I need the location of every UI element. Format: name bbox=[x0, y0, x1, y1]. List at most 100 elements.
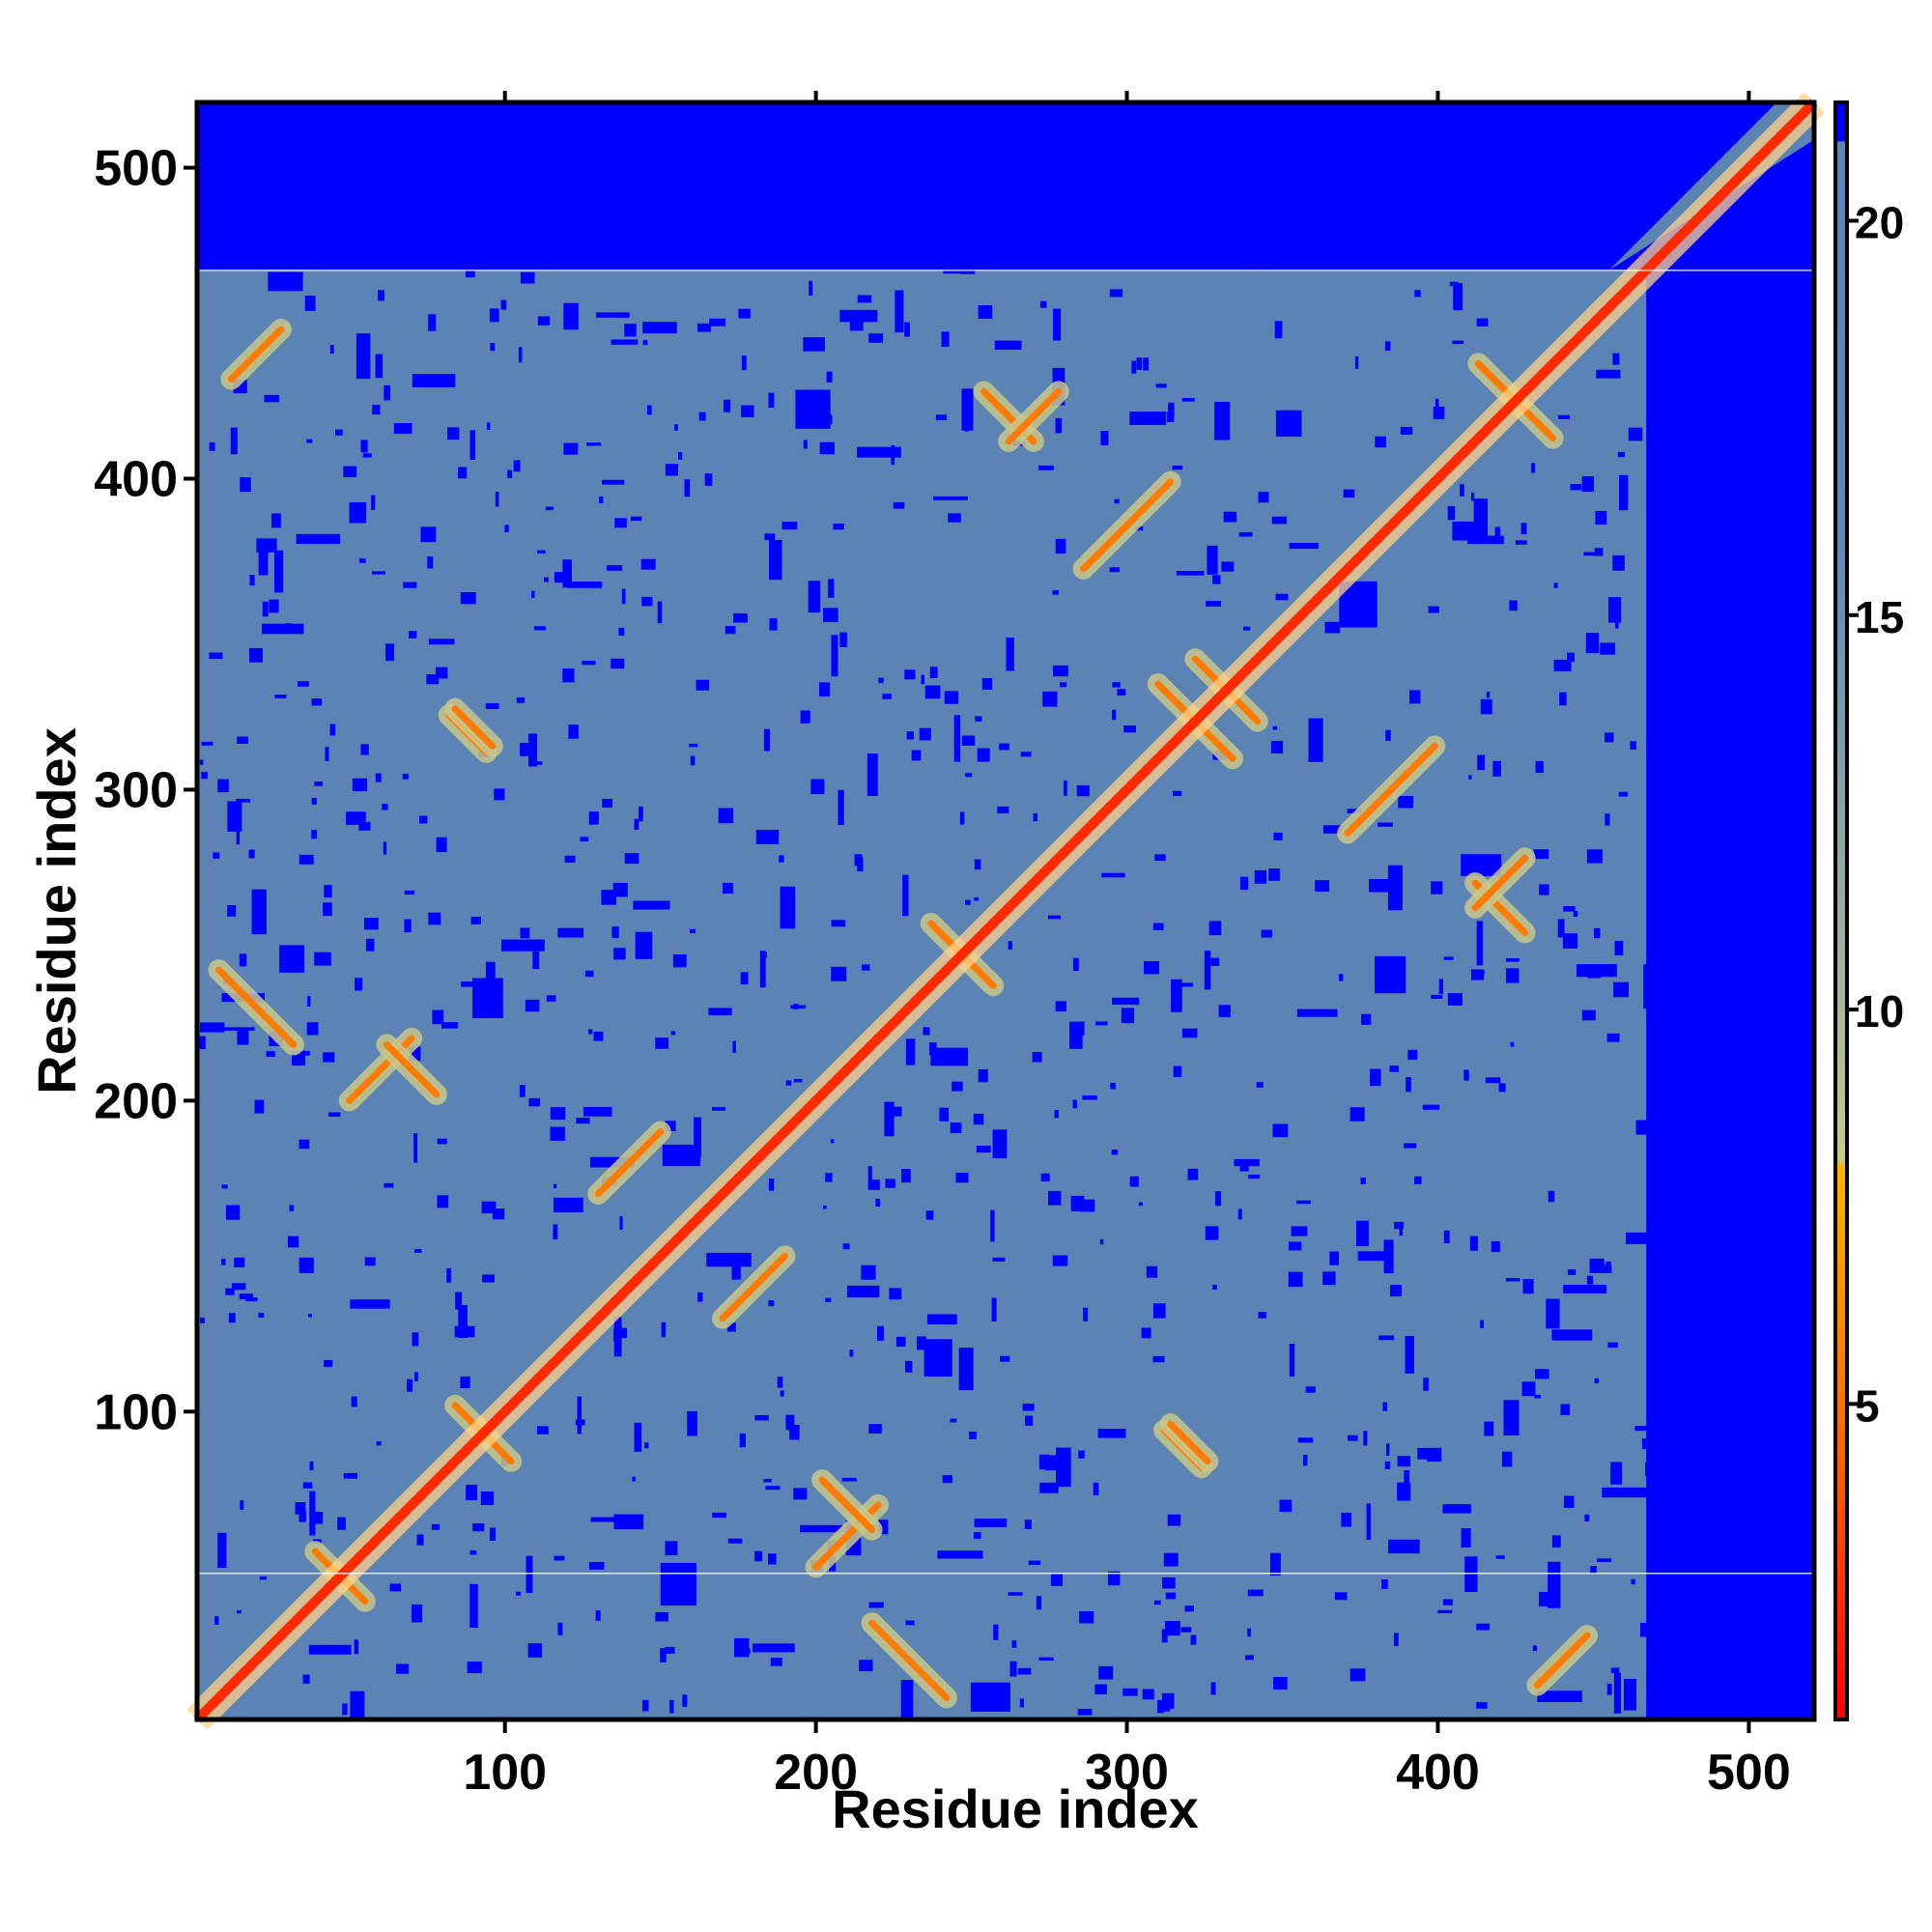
heatmap-cell bbox=[298, 854, 314, 865]
heatmap-cell bbox=[324, 1359, 333, 1368]
heatmap-cell bbox=[831, 1139, 835, 1144]
heatmap-cell bbox=[1394, 1221, 1404, 1230]
heatmap-cell bbox=[371, 495, 376, 510]
heatmap-cell bbox=[722, 882, 733, 895]
heatmap-cell bbox=[1612, 554, 1625, 571]
y-axis-ticks: 100 200 300 400 500 bbox=[94, 141, 197, 1440]
heatmap-cell bbox=[937, 1550, 983, 1559]
heatmap-cell bbox=[868, 1602, 884, 1608]
heatmap-cell bbox=[619, 1216, 623, 1231]
x-tick-label: 100 bbox=[463, 1745, 547, 1801]
heatmap-cell bbox=[1427, 1447, 1442, 1463]
heatmap-cell bbox=[309, 1491, 316, 1536]
heatmap-cell bbox=[1099, 1238, 1104, 1245]
heatmap-cell bbox=[765, 1486, 781, 1491]
heatmap-cell bbox=[1522, 1279, 1534, 1294]
heatmap-cell bbox=[1136, 357, 1143, 370]
heatmap-cell bbox=[878, 677, 884, 684]
heatmap-cell bbox=[407, 1378, 413, 1392]
heatmap-cell bbox=[1469, 1236, 1478, 1251]
heatmap-cell bbox=[1405, 1335, 1414, 1374]
heatmap-cell bbox=[1055, 1001, 1066, 1011]
heatmap-cell bbox=[1409, 690, 1421, 704]
heatmap-cell bbox=[867, 1166, 872, 1180]
heatmap-cell bbox=[1221, 561, 1235, 572]
heatmap-cell bbox=[1247, 1589, 1264, 1597]
heatmap-cell bbox=[601, 890, 616, 905]
heatmap-cell bbox=[718, 808, 734, 824]
heatmap-cell bbox=[1480, 698, 1492, 715]
heatmap-cell bbox=[665, 464, 679, 476]
heatmap-cell bbox=[1605, 732, 1614, 743]
heatmap-cell bbox=[1617, 451, 1626, 458]
heatmap-cell bbox=[1494, 526, 1501, 536]
heatmap-cell bbox=[1548, 1190, 1555, 1203]
heatmap-cell bbox=[1256, 1082, 1264, 1088]
heatmap-cell bbox=[458, 1304, 468, 1338]
heatmap-cell bbox=[274, 695, 287, 698]
heatmap-cell bbox=[314, 781, 324, 786]
heatmap-cell bbox=[199, 759, 204, 765]
heatmap-cell bbox=[698, 412, 706, 421]
heatmap-cell bbox=[1212, 575, 1221, 584]
heatmap-cell bbox=[1161, 1629, 1168, 1643]
heatmap-cell bbox=[759, 951, 766, 988]
heatmap-cell bbox=[500, 939, 545, 952]
heatmap-cell bbox=[1008, 1592, 1023, 1596]
heatmap-cell bbox=[1635, 1120, 1659, 1135]
heatmap-cell bbox=[925, 1210, 934, 1220]
heatmap-cell bbox=[613, 1317, 622, 1357]
heatmap-cell bbox=[841, 1477, 857, 1482]
heatmap-cell bbox=[1008, 941, 1012, 950]
heatmap-cell bbox=[1614, 941, 1624, 955]
heatmap-cell bbox=[437, 1138, 447, 1145]
heatmap-cell bbox=[795, 389, 831, 429]
heatmap-cell bbox=[846, 1285, 880, 1298]
heatmap-cell bbox=[1433, 406, 1445, 419]
heatmap-cell bbox=[472, 1522, 485, 1532]
heatmap-cell bbox=[1614, 614, 1619, 629]
heatmap-cell bbox=[237, 1609, 242, 1614]
heatmap-cell bbox=[885, 1179, 895, 1188]
heatmap-cell bbox=[576, 1118, 590, 1124]
heatmap-cell bbox=[311, 797, 317, 805]
heatmap-cell bbox=[1577, 964, 1617, 978]
heatmap-cell bbox=[732, 1040, 736, 1053]
heatmap-cell bbox=[1020, 752, 1032, 757]
heatmap-cell bbox=[274, 550, 284, 593]
heatmap-cell bbox=[690, 928, 696, 934]
heatmap-cell bbox=[1535, 1369, 1549, 1379]
heatmap-cell bbox=[1048, 1190, 1062, 1206]
heatmap-cell bbox=[955, 1172, 969, 1183]
heatmap-cell bbox=[708, 1008, 732, 1015]
heatmap-cell bbox=[1442, 1599, 1453, 1605]
heatmap-cell bbox=[768, 1553, 777, 1565]
heatmap-cell bbox=[780, 886, 796, 929]
heatmap-cell bbox=[1343, 489, 1355, 498]
heatmap-cell bbox=[1019, 1698, 1025, 1708]
heatmap-cell bbox=[350, 1299, 390, 1309]
heatmap-cell bbox=[1210, 957, 1220, 966]
heatmap-cell bbox=[839, 632, 847, 647]
heatmap-cell bbox=[1520, 523, 1527, 534]
heatmap-cell bbox=[1101, 872, 1125, 878]
heatmap-cell bbox=[489, 1527, 497, 1542]
heatmap-cell bbox=[435, 667, 448, 679]
heatmap-cell bbox=[900, 1680, 914, 1718]
heatmap-cell bbox=[1385, 729, 1391, 741]
heatmap-cell bbox=[769, 618, 778, 631]
heatmap-cell bbox=[375, 354, 384, 379]
heatmap-cell bbox=[382, 804, 388, 810]
heatmap-cell bbox=[495, 492, 499, 507]
heatmap-cell bbox=[1553, 582, 1558, 588]
heatmap-cell bbox=[526, 1555, 533, 1594]
colorbar-tick-label: 15 bbox=[1855, 592, 1904, 642]
heatmap-cell bbox=[328, 1112, 341, 1117]
heatmap-contact bbox=[1079, 478, 1175, 573]
heatmap-cell bbox=[1155, 384, 1167, 388]
heatmap-cell bbox=[800, 710, 810, 724]
heatmap-cell bbox=[1460, 484, 1464, 497]
heatmap-cell bbox=[325, 747, 329, 761]
heatmap-cell bbox=[599, 496, 604, 503]
heatmap-cell bbox=[324, 885, 332, 898]
